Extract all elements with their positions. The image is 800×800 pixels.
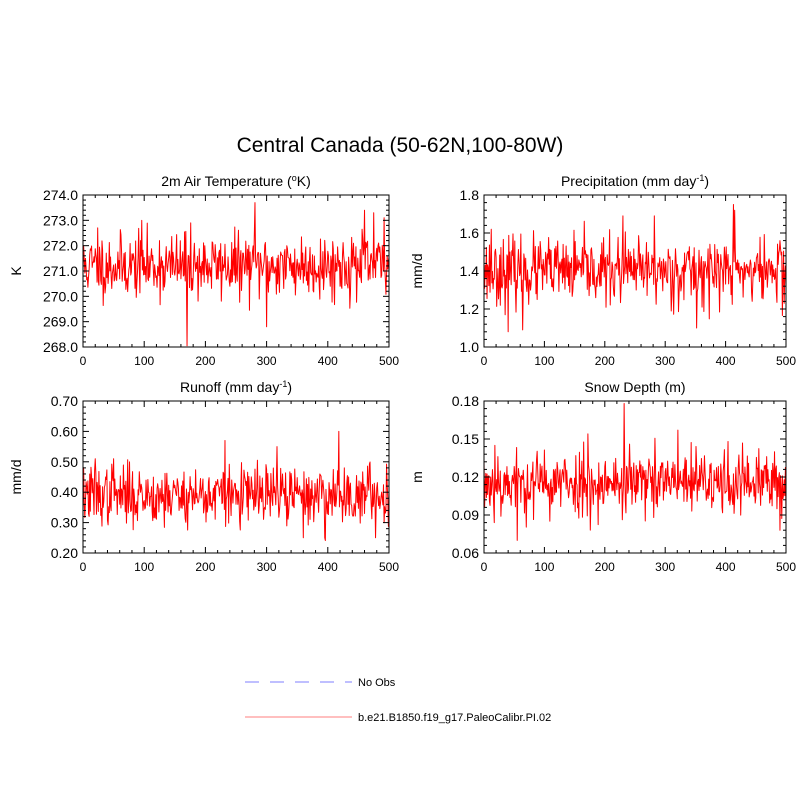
y-tick-label: 1.0 (460, 339, 480, 355)
x-tick-label: 400 (318, 560, 338, 574)
panel-title-suffix: ) (704, 173, 709, 189)
y-tick-label: 0.70 (51, 393, 78, 409)
x-tick-label: 0 (481, 560, 488, 574)
plot-frame (483, 400, 787, 554)
panel-title-superscript: -1 (696, 173, 704, 183)
y-tick-label: 1.4 (460, 263, 480, 279)
y-tick-label: 1.6 (460, 225, 480, 241)
y-tick-label: 274.0 (43, 187, 78, 203)
y-tick-label: 0.40 (51, 484, 78, 500)
y-tick-label: 0.50 (51, 454, 78, 470)
series-line (82, 430, 390, 542)
x-tick-label: 100 (534, 354, 554, 368)
legend-label-1: No Obs (358, 677, 396, 689)
x-tick-label: 100 (134, 354, 154, 368)
legend: No Obs b.e21.B1850.f19_g17.PaleoCalibr.PI… (245, 677, 551, 724)
x-tick-label: 200 (195, 354, 215, 368)
y-tick-label: 0.06 (452, 545, 479, 561)
figure-title: Central Canada (50-62N,100-80W) (237, 134, 564, 157)
y-tick-label: 269.0 (43, 314, 78, 330)
x-tick-label: 200 (195, 560, 215, 574)
x-tick-label: 400 (318, 354, 338, 368)
series-line (483, 204, 787, 333)
panel-title: Precipitation (mm day-1) (561, 173, 709, 189)
panel-title-text: 2m Air Temperature ( (161, 173, 292, 189)
series-line (483, 403, 787, 541)
y-tick-label: 273.0 (43, 212, 78, 228)
y-axis-label: K (8, 266, 24, 276)
panel-title-superscript: o (292, 173, 297, 183)
x-tick-label: 200 (595, 560, 615, 574)
y-tick-label: 0.30 (51, 515, 78, 531)
panels: 2m Air Temperature (oK) K 0 100 200 300 400 500… (8, 173, 796, 574)
x-tick-label: 500 (776, 354, 796, 368)
x-tick-label: 400 (716, 354, 736, 368)
plot-frame (82, 400, 390, 554)
x-tick-label: 100 (534, 560, 554, 574)
panel-2: Precipitation (mm day-1) mm/d 0 100 200 300 40… (409, 173, 796, 368)
x-tick-label: 500 (379, 560, 399, 574)
y-tick-label: 1.2 (460, 301, 480, 317)
x-tick-label: 300 (655, 354, 675, 368)
panel-title-text: Runoff (mm day (180, 379, 279, 395)
y-tick-label: 270.0 (43, 288, 78, 304)
x-tick-label: 200 (595, 354, 615, 368)
x-tick-label: 500 (776, 560, 796, 574)
y-axis-label: m (409, 471, 425, 483)
x-tick-label: 0 (481, 354, 488, 368)
panel-title-text: Snow Depth (m) (584, 379, 685, 395)
y-tick-label: 0.12 (452, 469, 479, 485)
y-tick-label: 0.20 (51, 545, 78, 561)
x-tick-label: 100 (134, 560, 154, 574)
x-tick-label: 300 (257, 560, 277, 574)
panel-title: Runoff (mm day-1) (180, 379, 292, 395)
panel-title-text: Precipitation (mm day (561, 173, 696, 189)
panel-title-suffix: ) (287, 379, 292, 395)
y-axis-label: mm/d (409, 254, 425, 289)
y-tick-label: 0.18 (452, 393, 479, 409)
panel-3: Runoff (mm day-1) mm/d 0 100 200 300 400 500 0.2… (8, 379, 399, 574)
x-tick-label: 500 (379, 354, 399, 368)
panel-title-suffix: K) (297, 173, 311, 189)
series-line (82, 202, 390, 347)
y-tick-label: 1.8 (460, 187, 480, 203)
y-tick-label: 268.0 (43, 339, 78, 355)
y-tick-label: 0.09 (452, 507, 479, 523)
y-tick-label: 0.60 (51, 423, 78, 439)
y-tick-label: 271.0 (43, 263, 78, 279)
legend-label-2: b.e21.B1850.f19_g17.PaleoCalibr.PI.02 (358, 712, 551, 724)
x-tick-label: 400 (716, 560, 736, 574)
y-tick-label: 272.0 (43, 238, 78, 254)
panel-title-superscript: -1 (279, 379, 287, 389)
y-axis-label: mm/d (8, 460, 24, 495)
panel-title: Snow Depth (m) (584, 379, 685, 395)
x-tick-label: 0 (80, 354, 87, 368)
x-tick-label: 300 (655, 560, 675, 574)
panel-4: Snow Depth (m) m 0 100 200 300 400 500 0.06 0.09 0… (409, 379, 796, 574)
y-tick-label: 0.15 (452, 431, 479, 447)
panel-title: 2m Air Temperature (oK) (161, 173, 310, 189)
x-tick-label: 300 (257, 354, 277, 368)
x-tick-label: 0 (80, 560, 87, 574)
panel-1: 2m Air Temperature (oK) K 0 100 200 300 400 500… (8, 173, 399, 368)
